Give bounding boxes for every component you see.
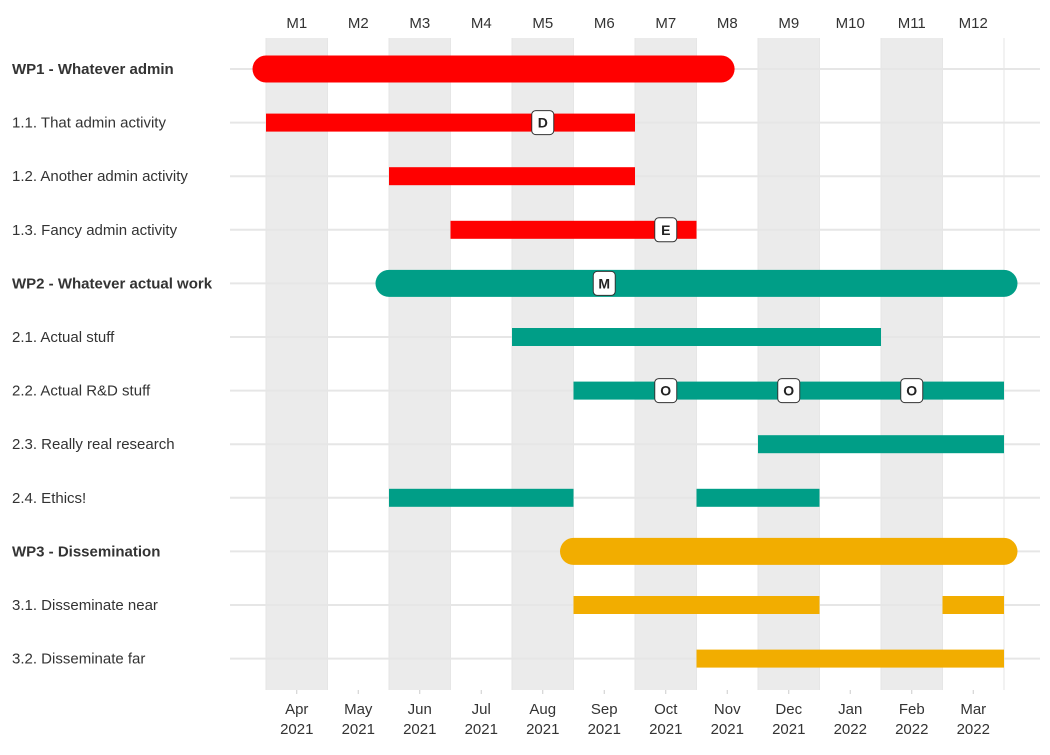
date-tick-year: 2022	[834, 721, 867, 738]
task-label: 2.4. Ethics!	[12, 490, 86, 507]
month-index-label: M11	[898, 15, 926, 32]
date-tick-month: Aug	[529, 701, 556, 718]
date-tick-year: 2021	[649, 721, 682, 738]
month-index-label: M6	[594, 15, 615, 32]
milestone-badge	[531, 110, 555, 136]
month-index-label: M1	[286, 15, 307, 32]
month-shade-band	[758, 38, 820, 690]
date-tick-year: 2021	[772, 721, 805, 738]
month-shade-band	[881, 38, 943, 690]
milestone-label: E	[661, 222, 670, 238]
date-tick-year: 2021	[588, 721, 621, 738]
task-label: 2.1. Actual stuff	[12, 329, 115, 346]
work-package-bar	[560, 537, 1018, 565]
month-index-label: M8	[717, 15, 738, 32]
milestone-label: O	[906, 383, 917, 399]
task-label: 2.2. Actual R&D stuff	[12, 383, 151, 400]
date-tick-month: Jan	[838, 701, 862, 718]
milestone-label: M	[598, 275, 610, 291]
date-tick-year: 2022	[895, 721, 928, 738]
task-label: 1.2. Another admin activity	[12, 168, 188, 185]
month-index-label: M2	[348, 15, 369, 32]
milestone-badge	[777, 378, 801, 404]
grid-lines	[230, 38, 1040, 690]
date-tick-month: Apr	[285, 701, 308, 718]
month-index-label: M3	[409, 15, 430, 32]
milestone-badge	[900, 378, 924, 404]
task-bar	[450, 220, 697, 239]
date-axis-labels: Apr 2021 May 2021 Jun 2021 Jul 2021 Aug 2021 Sep 20…	[280, 690, 990, 738]
date-tick-year: 2021	[342, 721, 375, 738]
task-bar	[512, 328, 881, 346]
work-package-bar	[252, 55, 735, 83]
date-tick-year: 2021	[711, 721, 744, 738]
task-bar	[389, 488, 574, 507]
date-tick-year: 2021	[403, 721, 436, 738]
month-shade-band	[635, 38, 697, 690]
work-package-label: WP2 - Whatever actual work	[12, 275, 213, 292]
task-label: 3.1. Disseminate near	[12, 597, 158, 614]
month-index-label: M4	[471, 15, 492, 32]
date-tick-month: Mar	[960, 701, 986, 718]
task-bar	[696, 649, 1004, 668]
milestone-badge	[654, 217, 678, 243]
work-package-bar	[375, 269, 1018, 297]
date-tick-month: Dec	[775, 701, 802, 718]
month-shading	[266, 38, 943, 690]
month-index-label: M10	[836, 15, 865, 32]
date-tick-year: 2021	[465, 721, 498, 738]
task-bar	[696, 488, 820, 507]
milestone-badge	[654, 378, 678, 404]
work-package-label: WP1 - Whatever admin	[12, 61, 174, 78]
work-package-label: WP3 - Dissemination	[12, 543, 160, 560]
date-tick-month: Feb	[899, 701, 925, 718]
task-label: 2.3. Really real research	[12, 436, 175, 453]
month-index-label: M7	[655, 15, 676, 32]
task-label: 3.2. Disseminate far	[12, 651, 145, 668]
month-index-label: M12	[959, 15, 988, 32]
date-tick-month: Jul	[472, 701, 491, 718]
date-tick-month: Jun	[408, 701, 432, 718]
milestone-label: O	[660, 383, 671, 399]
milestones: D E M O O O	[531, 110, 924, 404]
task-label: 1.3. Fancy admin activity	[12, 222, 178, 239]
month-shade-band	[266, 38, 328, 690]
task-bar	[942, 596, 1004, 614]
date-tick-month: May	[344, 701, 373, 718]
milestone-badge	[592, 270, 616, 296]
task-bar	[758, 435, 1004, 454]
milestone-label: O	[783, 383, 794, 399]
month-shade-band	[389, 38, 451, 690]
gantt-bars	[252, 55, 1018, 668]
month-index-labels: M1 M2 M3 M4 M5 M6 M7 M8 M9 M10 M11 M12	[286, 15, 988, 32]
task-label: 1.1. That admin activity	[12, 115, 166, 132]
date-tick-year: 2022	[957, 721, 990, 738]
month-index-label: M5	[532, 15, 553, 32]
date-tick-year: 2021	[280, 721, 313, 738]
date-tick-month: Sep	[591, 701, 618, 718]
month-shade-band	[512, 38, 574, 690]
task-bar	[389, 167, 635, 186]
date-tick-year: 2021	[526, 721, 559, 738]
milestone-label: D	[538, 115, 548, 131]
row-labels: WP1 - Whatever admin 1.1. That admin acti…	[12, 61, 213, 668]
task-bar	[573, 596, 820, 614]
date-tick-month: Oct	[654, 701, 678, 718]
date-tick-month: Nov	[714, 701, 741, 718]
month-index-label: M9	[778, 15, 799, 32]
task-bar	[266, 113, 635, 132]
